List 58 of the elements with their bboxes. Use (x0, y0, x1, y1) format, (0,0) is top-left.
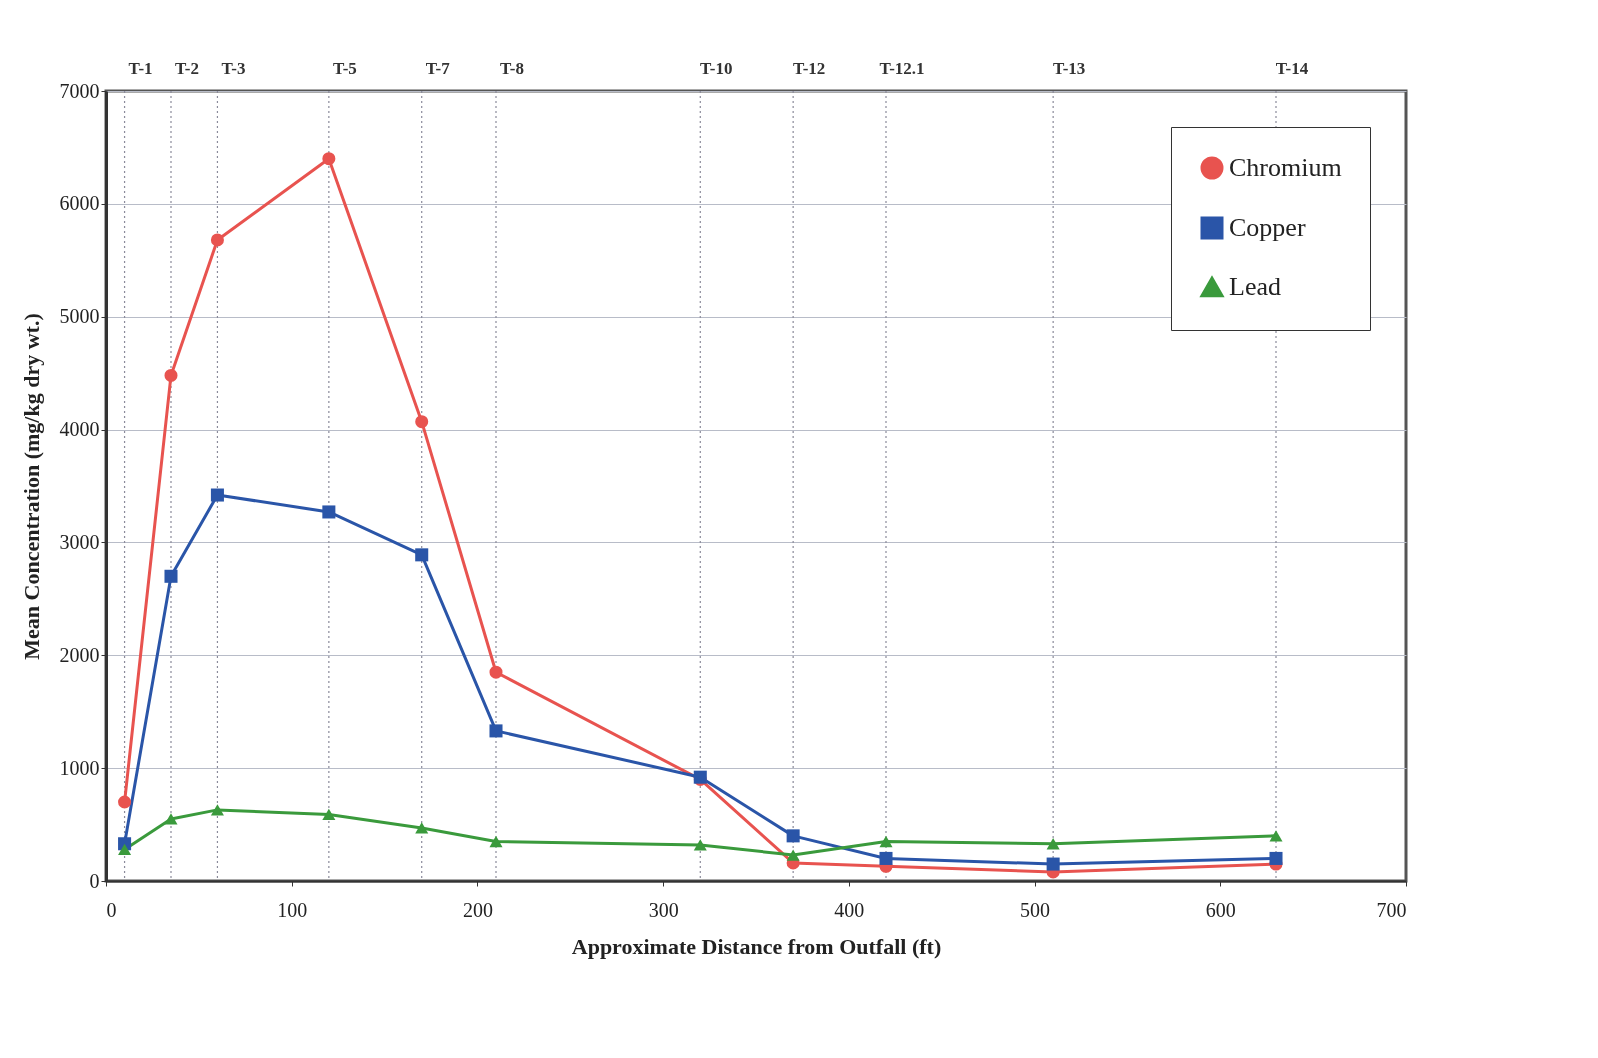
ref-line-label: T-12 (792, 59, 826, 78)
point (210, 804, 224, 816)
x-tick-label: 0 (106, 898, 117, 921)
point (415, 822, 429, 834)
point (164, 813, 178, 825)
y-tick-label: 5000 (59, 305, 100, 328)
point (322, 152, 336, 166)
x-tick-label: 300 (648, 898, 679, 921)
x-tick-label: 600 (1205, 898, 1236, 921)
y-tick-label: 4000 (59, 418, 100, 441)
x-tick-label: 500 (1020, 898, 1051, 921)
y-tick-label: 0 (89, 869, 100, 892)
legend-label: Copper (1229, 213, 1306, 242)
x-tick-label: 400 (834, 898, 865, 921)
point (489, 724, 503, 738)
x-tick-label: 200 (462, 898, 493, 921)
point (210, 488, 224, 502)
ref-line-label: T-12.1 (879, 59, 925, 78)
y-tick-label: 7000 (59, 79, 100, 102)
legend-label: Lead (1229, 272, 1281, 301)
point (879, 851, 893, 865)
point (210, 233, 224, 247)
point (489, 835, 503, 848)
point (489, 665, 503, 679)
point (164, 569, 178, 583)
ref-line-label: T-8 (500, 59, 524, 78)
ref-line-label: T-13 (1052, 59, 1086, 78)
point (415, 548, 429, 562)
y-tick-label: 2000 (59, 643, 100, 666)
ref-line-label: T-5 (332, 59, 357, 78)
x-tick-label: 700 (1376, 898, 1407, 921)
point (693, 839, 707, 851)
point (415, 415, 429, 429)
point (786, 829, 800, 843)
point (1046, 857, 1060, 871)
y-tick-label: 6000 (59, 192, 100, 215)
y-axis-title: Mean Concentration (mg/kg dry wt.) (18, 313, 44, 660)
point (1269, 851, 1283, 865)
point (786, 849, 800, 861)
point (118, 843, 132, 856)
ref-line-label: T-14 (1275, 59, 1309, 78)
point (118, 795, 132, 809)
x-axis-title: Approximate Distance from Outfall (ft) (571, 933, 942, 959)
point (879, 835, 893, 848)
point (164, 368, 178, 382)
point (322, 808, 336, 821)
ref-line-label: T-2 (175, 59, 199, 78)
point (322, 505, 336, 519)
ref-line-label: T-7 (425, 59, 451, 78)
y-tick-label: 1000 (59, 756, 100, 779)
ref-line-label: T-3 (221, 59, 246, 78)
y-tick-label: 3000 (59, 530, 100, 553)
x-tick-label: 100 (277, 898, 308, 921)
ref-line-label: T-10 (700, 59, 733, 78)
point (1046, 838, 1060, 850)
point (1269, 830, 1283, 842)
ref-line-label: T-1 (128, 59, 153, 78)
legend-label: Chromium (1229, 153, 1342, 182)
